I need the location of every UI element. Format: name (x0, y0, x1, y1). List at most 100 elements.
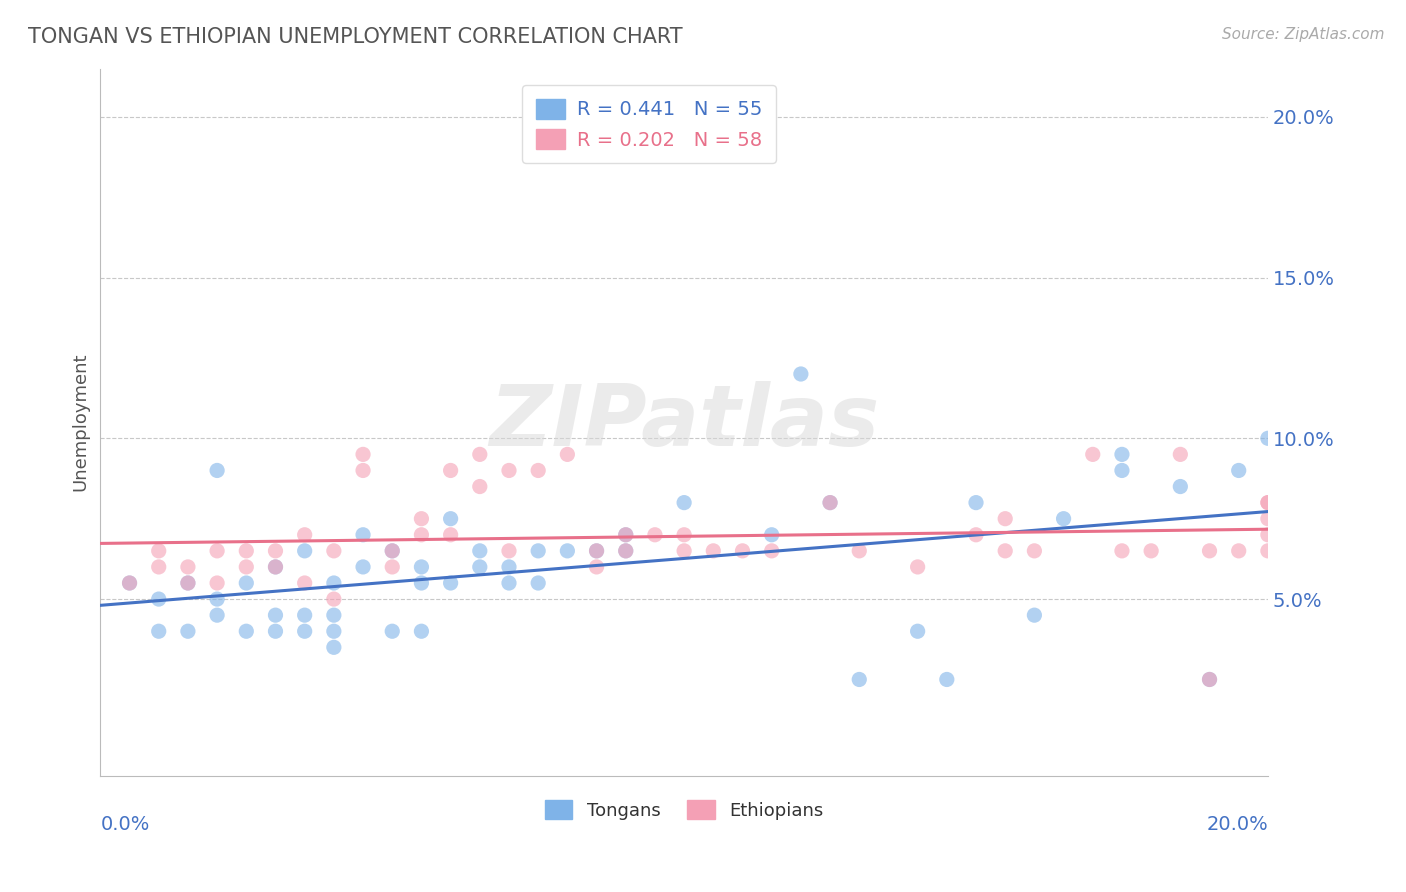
Point (322, 576, 344, 591)
Point (498, 560, 520, 574)
Point (468, 479, 491, 493)
Point (439, 511, 461, 525)
Point (1257, 495, 1279, 509)
Point (322, 592, 344, 607)
Point (1111, 463, 1133, 477)
Point (1168, 479, 1191, 493)
Point (907, 624, 929, 639)
Point (994, 544, 1017, 558)
Point (935, 673, 957, 687)
Point (177, 560, 200, 574)
Point (468, 544, 491, 558)
Point (235, 560, 257, 574)
Point (614, 528, 637, 542)
Point (294, 528, 316, 542)
Point (381, 544, 404, 558)
Point (235, 544, 257, 558)
Point (235, 576, 257, 591)
Point (527, 576, 550, 591)
Point (614, 544, 637, 558)
Point (118, 576, 141, 591)
Point (614, 544, 637, 558)
Point (411, 576, 433, 591)
Point (468, 447, 491, 461)
Point (322, 544, 344, 558)
Text: Source: ZipAtlas.com: Source: ZipAtlas.com (1222, 27, 1385, 42)
Point (1081, 447, 1104, 461)
Point (1227, 463, 1250, 477)
Point (294, 544, 316, 558)
Point (965, 528, 987, 542)
Point (1024, 608, 1046, 623)
Point (585, 544, 607, 558)
Point (848, 544, 870, 558)
Point (731, 544, 754, 558)
Point (381, 624, 404, 639)
Point (1168, 447, 1191, 461)
Point (614, 528, 637, 542)
Point (264, 608, 287, 623)
Point (790, 367, 813, 381)
Text: TONGAN VS ETHIOPIAN UNEMPLOYMENT CORRELATION CHART: TONGAN VS ETHIOPIAN UNEMPLOYMENT CORRELA… (28, 27, 683, 46)
Point (818, 495, 841, 509)
Point (848, 673, 870, 687)
Point (322, 640, 344, 655)
Text: ZIPatlas: ZIPatlas (489, 381, 879, 464)
Point (673, 544, 696, 558)
Point (235, 624, 257, 639)
Point (761, 528, 783, 542)
Point (498, 463, 520, 477)
Point (294, 608, 316, 623)
Point (352, 463, 374, 477)
Point (1052, 511, 1074, 525)
Point (264, 544, 287, 558)
Point (439, 463, 461, 477)
Point (177, 576, 200, 591)
Point (294, 624, 316, 639)
Point (907, 560, 929, 574)
Point (352, 528, 374, 542)
Point (381, 544, 404, 558)
Point (118, 576, 141, 591)
Point (264, 560, 287, 574)
Point (294, 576, 316, 591)
Y-axis label: Unemployment: Unemployment (72, 353, 89, 491)
Point (148, 624, 170, 639)
Point (468, 560, 491, 574)
Point (148, 560, 170, 574)
Point (498, 576, 520, 591)
Point (1198, 673, 1220, 687)
Point (439, 528, 461, 542)
Point (411, 511, 433, 525)
Point (439, 576, 461, 591)
Point (381, 560, 404, 574)
Point (761, 544, 783, 558)
Point (148, 592, 170, 607)
Point (585, 560, 607, 574)
Point (1111, 544, 1133, 558)
Point (1227, 544, 1250, 558)
Point (527, 544, 550, 558)
Point (1257, 495, 1279, 509)
Legend: Tongans, Ethiopians: Tongans, Ethiopians (534, 789, 834, 830)
Point (527, 463, 550, 477)
Point (673, 528, 696, 542)
Point (322, 608, 344, 623)
Point (411, 560, 433, 574)
Point (352, 447, 374, 461)
Point (264, 560, 287, 574)
Point (264, 624, 287, 639)
Text: 20.0%: 20.0% (1206, 814, 1268, 833)
Point (205, 544, 228, 558)
Point (818, 495, 841, 509)
Point (322, 624, 344, 639)
Point (177, 576, 200, 591)
Point (557, 544, 579, 558)
Point (644, 528, 666, 542)
Point (498, 544, 520, 558)
Point (1140, 544, 1163, 558)
Point (352, 560, 374, 574)
Text: 0.0%: 0.0% (100, 814, 149, 833)
Point (557, 447, 579, 461)
Point (1198, 544, 1220, 558)
